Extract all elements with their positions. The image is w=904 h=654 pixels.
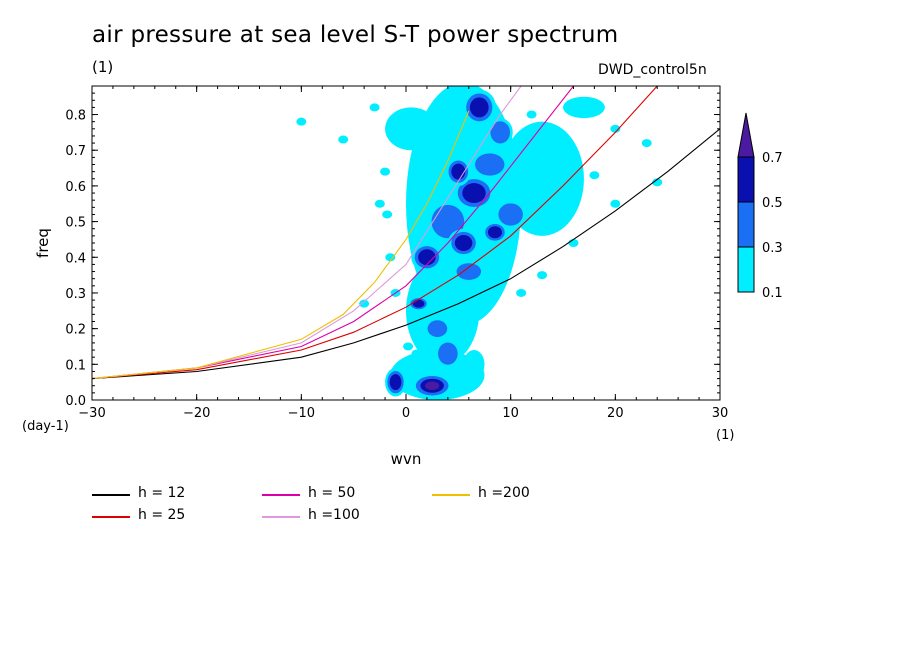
contour-speck — [610, 199, 621, 208]
contour-blob — [438, 342, 458, 365]
contour-speck — [652, 178, 663, 187]
contour-speck — [406, 196, 417, 205]
legend-swatch — [262, 494, 300, 496]
legend-swatch — [432, 494, 470, 496]
contour-speck — [526, 110, 537, 119]
contour-speck — [385, 253, 396, 262]
y-tick-label: 0.6 — [65, 180, 86, 195]
dispersion-curves — [92, 86, 720, 380]
contour-region — [406, 257, 480, 365]
contour-blob — [462, 183, 486, 204]
contour-region — [385, 107, 438, 151]
legend-swatch — [92, 516, 130, 518]
contour-speck — [568, 153, 579, 162]
experiment-label: DWD_control5n — [598, 62, 707, 78]
contour-region — [563, 96, 605, 119]
y-tick-label: 0.2 — [65, 323, 86, 338]
colorbar-label: 0.1 — [762, 286, 783, 301]
contour-blob — [456, 263, 482, 280]
legend-label: h = 25 — [138, 507, 186, 523]
contour-blob — [498, 203, 523, 226]
contour-speck — [411, 349, 422, 358]
legend-label: h =100 — [308, 507, 360, 523]
x-tick-label: −10 — [288, 406, 315, 421]
y-axis-label: freq — [34, 228, 52, 258]
y-tick-label: 0.7 — [65, 144, 86, 159]
contour-speck — [568, 239, 579, 247]
x-tick-label: 30 — [712, 406, 729, 421]
y-tick-label: 0.1 — [65, 358, 86, 373]
x-tick-label: −30 — [78, 406, 105, 421]
colorbar-label: 0.3 — [762, 241, 783, 256]
x-tick-label: 0 — [402, 406, 410, 421]
contour-speck — [380, 167, 391, 176]
contour-speck — [537, 271, 548, 280]
chart-title: air pressure at sea level S-T power spec… — [92, 22, 619, 48]
contour-speck — [589, 171, 600, 180]
y-tick-label: 0.4 — [65, 251, 86, 266]
contour-blob — [418, 249, 436, 266]
contour-blob — [451, 163, 466, 180]
legend-swatch — [262, 516, 300, 518]
y-tick-label: 0.5 — [65, 216, 86, 231]
colorbar-label: 0.7 — [762, 151, 783, 166]
curve-h50 — [92, 86, 574, 380]
contour-blob — [469, 97, 489, 118]
curve-h25 — [92, 86, 658, 380]
x-axis-unit: (1) — [716, 428, 734, 443]
contour-blob — [463, 350, 485, 379]
curve-h100 — [92, 86, 522, 380]
contour-blob — [475, 153, 505, 176]
contour-blob — [487, 226, 503, 239]
contour-speck — [369, 103, 380, 112]
contour-speck — [547, 210, 558, 219]
x-tick-label: 10 — [502, 406, 519, 421]
y-tick-label: 0.3 — [65, 287, 86, 302]
contour-speck — [374, 199, 385, 208]
contour-speck — [641, 139, 652, 148]
contour-blob — [431, 204, 465, 239]
legend-label: h = 12 — [138, 485, 186, 501]
colorbar-segment — [737, 246, 755, 293]
colorbar-label: 0.5 — [762, 196, 783, 211]
contour-blob — [425, 381, 440, 390]
axes: −30 −20 −10 0 10 20 30 0.0 0.1 0.2 0.3 0.4 0.5 0.6 0.7… — [65, 86, 728, 421]
curve-h200 — [92, 110, 470, 380]
contour-speck — [516, 288, 527, 297]
units-label: (1) — [92, 58, 114, 76]
contour-blob — [490, 121, 510, 144]
contour-blob — [454, 235, 473, 251]
contour-speck — [382, 210, 393, 219]
contour-speck — [338, 135, 349, 144]
legend-label: h = 50 — [308, 485, 356, 501]
colorbar: 0.1 0.3 0.5 0.7 — [737, 112, 783, 301]
contour-blob — [389, 374, 402, 391]
y-axis-unit: (day-1) — [22, 419, 69, 434]
x-tick-label: 20 — [607, 406, 624, 421]
contour-speck — [296, 117, 307, 126]
contour-speck — [359, 299, 370, 308]
colorbar-segment — [737, 201, 755, 248]
contour-blob — [427, 320, 448, 337]
y-tick-label: 0.8 — [65, 109, 86, 124]
contour-speck — [403, 342, 414, 351]
contour-speck — [610, 124, 621, 133]
x-axis-label: wvn — [391, 450, 422, 468]
colorbar-arrow — [737, 112, 755, 158]
curve-h12 — [92, 128, 720, 380]
x-tick-label: −20 — [183, 406, 210, 421]
contour-blob — [412, 299, 425, 308]
contour-field — [296, 86, 663, 400]
colorbar-segment — [737, 156, 755, 203]
y-tick-label: 0.0 — [65, 394, 86, 409]
legend-swatch — [92, 494, 130, 496]
legend-label: h =200 — [478, 485, 530, 501]
